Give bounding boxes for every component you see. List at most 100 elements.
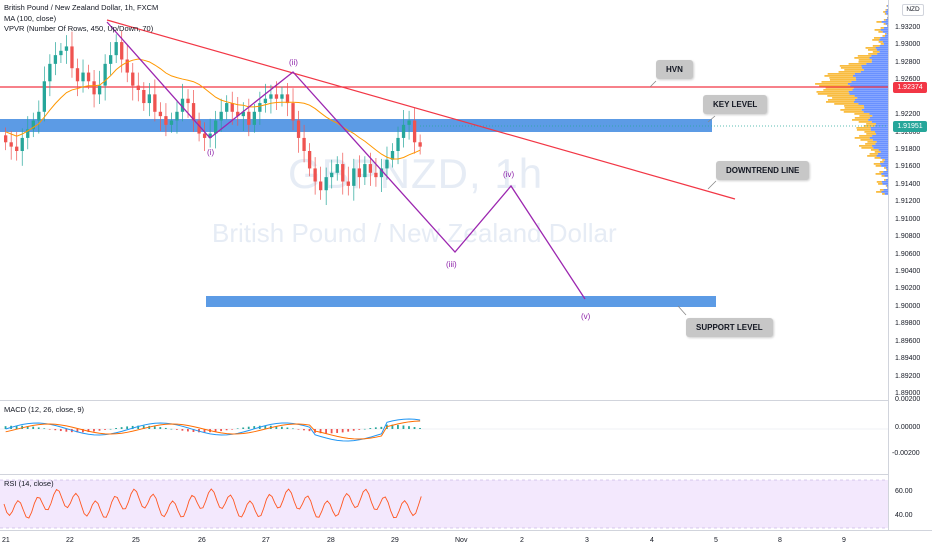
key-level-callout[interactable]: KEY LEVEL — [703, 95, 767, 114]
macd-histogram-bar — [65, 429, 67, 432]
volume-profile-bar — [855, 137, 870, 139]
volume-profile-bar — [875, 131, 888, 133]
volume-profile-bar — [876, 47, 888, 49]
volume-profile-bar — [857, 97, 888, 99]
candle-body — [203, 134, 206, 138]
volume-profile-bar — [859, 135, 872, 137]
key-level-zone[interactable] — [0, 119, 712, 132]
volume-profile-bar — [865, 143, 875, 145]
macd-pane[interactable]: MACD (12, 26, close, 9) — [0, 402, 888, 474]
volume-profile-bar — [867, 155, 876, 157]
volume-profile-bar — [877, 53, 888, 55]
candle-body — [109, 55, 112, 64]
candle-body — [142, 90, 145, 103]
volume-profile-bar — [884, 19, 886, 21]
macd-histogram-bar — [347, 429, 349, 432]
time-axis-label: 3 — [585, 537, 589, 544]
volume-profile-bar — [849, 93, 888, 95]
price-axis-label: 1.89400 — [895, 355, 920, 362]
volume-profile-bar — [829, 77, 855, 79]
macd-axis-bottom: -0.00200 — [892, 450, 920, 457]
price-chart-pane[interactable]: GBPNZD, 1h British Pound / New Zealand D… — [0, 0, 888, 400]
volume-profile-bar — [853, 75, 888, 77]
macd-histogram-bar — [292, 428, 294, 429]
candle-body — [247, 112, 250, 125]
macd-histogram-bar — [242, 428, 244, 429]
candle-body — [148, 94, 151, 103]
volume-profile-bar — [854, 113, 869, 115]
candle-body — [81, 73, 84, 82]
macd-histogram-bar — [49, 429, 51, 430]
candle-body — [275, 94, 278, 98]
candle-body — [92, 81, 95, 94]
volume-profile-bar — [870, 153, 878, 155]
volume-profile-bar — [884, 23, 886, 25]
macd-histogram-bar — [397, 425, 399, 429]
support-level-zone[interactable] — [206, 296, 716, 307]
volume-profile-bar — [880, 163, 888, 165]
macd-histogram-bar — [287, 428, 289, 429]
volume-profile-bar — [873, 139, 888, 141]
candle-body — [131, 73, 134, 86]
volume-profile-bar — [880, 37, 888, 39]
ma-legend[interactable]: MA (100, close) — [4, 14, 56, 24]
volume-profile-bar — [885, 33, 886, 35]
volume-profile-bar — [866, 47, 876, 49]
candle-body — [363, 164, 366, 177]
volume-profile-bar — [877, 155, 888, 157]
price-axis-label: 1.92800 — [895, 59, 920, 66]
candle-body — [325, 177, 328, 190]
candle-body — [396, 138, 399, 151]
macd-histogram-bar — [182, 429, 184, 431]
pane-separator[interactable] — [0, 474, 932, 475]
candle-body — [358, 168, 361, 177]
macd-histogram-bar — [331, 429, 333, 433]
support-level-callout[interactable]: SUPPORT LEVEL — [686, 318, 773, 337]
volume-profile-bar — [849, 91, 888, 93]
volume-profile-bar — [881, 151, 888, 153]
rsi-pane[interactable]: RSI (14, close) — [0, 476, 888, 530]
volume-profile-bar — [862, 67, 888, 69]
elliott-wave-path[interactable] — [107, 22, 585, 299]
volume-profile-bar — [844, 111, 864, 113]
volume-profile-bar — [867, 141, 876, 143]
volume-profile-bar — [858, 55, 872, 57]
price-chart-canvas[interactable] — [0, 0, 888, 400]
candle-body — [402, 125, 405, 138]
volume-profile-bar — [874, 163, 880, 165]
candle-body — [291, 103, 294, 120]
candle-body — [98, 86, 101, 95]
candle-body — [352, 168, 355, 185]
volume-profile-bar — [864, 107, 888, 109]
macd-histogram-bar — [54, 429, 56, 430]
volume-profile-bar — [878, 31, 882, 33]
downtrend-line[interactable] — [107, 20, 735, 199]
volume-profile-bar — [868, 53, 877, 55]
volume-profile-bar — [858, 103, 888, 105]
rsi-band — [0, 480, 888, 528]
candle-body — [153, 94, 156, 111]
volume-profile-bar — [872, 115, 888, 117]
volume-profile-bar — [862, 109, 888, 111]
volume-profile-bar — [832, 97, 857, 99]
volume-profile-bar — [849, 63, 867, 65]
macd-histogram-bar — [353, 429, 355, 431]
candle-body — [258, 103, 261, 112]
volume-profile-bar — [869, 113, 888, 115]
macd-histogram-bar — [154, 426, 156, 429]
signal-line — [6, 421, 420, 439]
macd-histogram-bar — [170, 429, 172, 430]
currency-button[interactable]: NZD — [902, 4, 924, 16]
pane-separator[interactable] — [0, 400, 932, 401]
rsi-legend[interactable]: RSI (14, close) — [4, 479, 54, 489]
hvn-callout[interactable]: HVN — [656, 60, 693, 79]
macd-legend[interactable]: MACD (12, 26, close, 9) — [4, 405, 84, 415]
symbol-title[interactable]: British Pound / New Zealand Dollar, 1h, … — [4, 3, 158, 13]
volume-profile-bar — [859, 115, 872, 117]
volume-profile-bar — [857, 129, 871, 131]
macd-histogram-bar — [121, 427, 123, 429]
vpvr-legend[interactable]: VPVR (Number Of Rows, 450, Up/Down, 70) — [4, 24, 153, 34]
downtrend-line-callout[interactable]: DOWNTREND LINE — [716, 161, 809, 180]
